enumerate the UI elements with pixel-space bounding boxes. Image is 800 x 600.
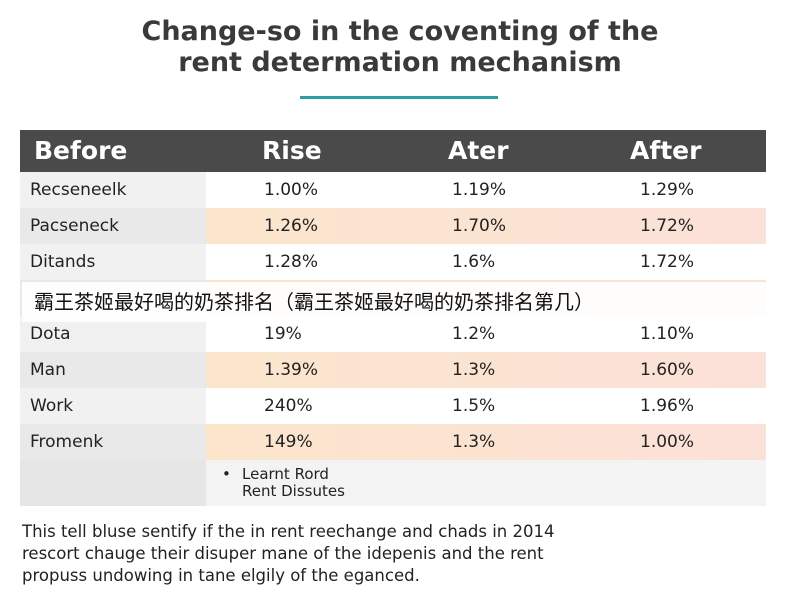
cell-ater: 1.6%: [452, 252, 496, 272]
cell-ater: 1.2%: [452, 324, 496, 344]
header-ater: Ater: [448, 136, 509, 165]
cell-after: 1.60%: [640, 360, 695, 380]
row-label-bg: [20, 388, 206, 424]
table-row: Fromenk 149% 1.3% 1.00%: [20, 424, 766, 460]
table-row: Work 240% 1.5% 1.96%: [20, 388, 766, 424]
title-line-1: Change-so in the coventing of the: [141, 16, 659, 47]
row-label-bg: [20, 352, 206, 388]
page-title: Change-so in the coventing of the rent d…: [0, 16, 800, 78]
row-bg: [206, 316, 766, 352]
row-label-bg: [20, 172, 206, 208]
row-label: Pacseneck: [30, 216, 119, 236]
note-line-2: Rent Dissutes: [242, 482, 345, 500]
row-bg: [206, 424, 766, 460]
row-label: Man: [30, 360, 66, 380]
cell-rise: 19%: [264, 324, 302, 344]
paragraph-line-2: rescort chauge their disuper mane of the…: [22, 544, 544, 563]
table-row: Recseneelk 1.00% 1.19% 1.29%: [20, 172, 766, 208]
row-label: Ditands: [30, 252, 96, 272]
paragraph-line-1: This tell bluse sentify if the in rent r…: [22, 522, 555, 541]
row-label-bg: [20, 208, 206, 244]
table-header: Before Rise Ater After: [20, 130, 766, 172]
row-label: Fromenk: [30, 432, 104, 452]
table-row: Pacseneck 1.26% 1.70% 1.72%: [20, 208, 766, 244]
row-label-bg: [20, 424, 206, 460]
cell-ater: 1.19%: [452, 180, 507, 200]
row-bg: [206, 172, 766, 208]
description-paragraph: This tell bluse sentify if the in rent r…: [22, 521, 792, 587]
note-line-1: Learnt Rord: [242, 465, 329, 483]
row-bg: [206, 388, 766, 424]
title-line-2: rent determation mechanism: [178, 47, 622, 78]
header-rise: Rise: [262, 136, 322, 165]
table-row: Dota 19% 1.2% 1.10%: [20, 316, 766, 352]
cell-ater: 1.3%: [452, 360, 496, 380]
cell-rise: 1.28%: [264, 252, 319, 272]
row-label: Recseneelk: [30, 180, 127, 200]
cell-after: 1.00%: [640, 432, 695, 452]
cell-ater: 1.5%: [452, 396, 496, 416]
row-bg: [206, 352, 766, 388]
cell-rise: 149%: [264, 432, 313, 452]
cell-after: 1.72%: [640, 252, 695, 272]
caption-overlay-text: 霸王茶姬最好喝的奶茶排名（霸王茶姬最好喝的奶茶排名第几）: [34, 290, 594, 314]
row-label-bg: [20, 316, 206, 352]
cell-rise: 1.39%: [264, 360, 319, 380]
row-bg: [206, 244, 766, 280]
paragraph-line-3: propuss undowing in tane elgily of the e…: [22, 566, 420, 585]
row-bg: [206, 208, 766, 244]
cell-after: 1.10%: [640, 324, 695, 344]
cell-ater: 1.3%: [452, 432, 496, 452]
bullet-icon: •: [222, 465, 231, 483]
title-underline: [300, 96, 498, 99]
caption-overlay-band: [22, 282, 782, 322]
header-after: After: [630, 136, 702, 165]
cell-rise: 240%: [264, 396, 313, 416]
cell-rise: 1.00%: [264, 180, 319, 200]
header-before: Before: [34, 136, 128, 165]
cell-after: 1.96%: [640, 396, 695, 416]
table-row: Ditands 1.28% 1.6% 1.72%: [20, 244, 766, 280]
cell-after: 1.29%: [640, 180, 695, 200]
cell-after: 1.72%: [640, 216, 695, 236]
cell-rise: 1.26%: [264, 216, 319, 236]
cell-ater: 1.70%: [452, 216, 507, 236]
rent-table: Before Rise Ater After Recseneelk 1.00% …: [20, 130, 766, 506]
row-label: Dota: [30, 324, 71, 344]
row-label-bg: [20, 244, 206, 280]
table-row: Man 1.39% 1.3% 1.60%: [20, 352, 766, 388]
row-label: Work: [30, 396, 74, 416]
